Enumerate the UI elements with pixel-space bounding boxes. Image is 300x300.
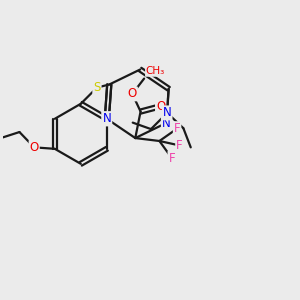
Text: F: F (174, 122, 180, 135)
Text: N: N (163, 106, 172, 119)
Text: CH₃: CH₃ (146, 66, 165, 76)
Text: N: N (102, 112, 111, 125)
Text: O: O (156, 100, 165, 113)
Text: O: O (30, 141, 39, 154)
Text: F: F (176, 139, 183, 152)
Text: N: N (102, 112, 111, 125)
Text: S: S (93, 81, 100, 94)
Text: F: F (169, 152, 175, 165)
Text: N: N (162, 116, 171, 130)
Text: O: O (128, 87, 137, 101)
